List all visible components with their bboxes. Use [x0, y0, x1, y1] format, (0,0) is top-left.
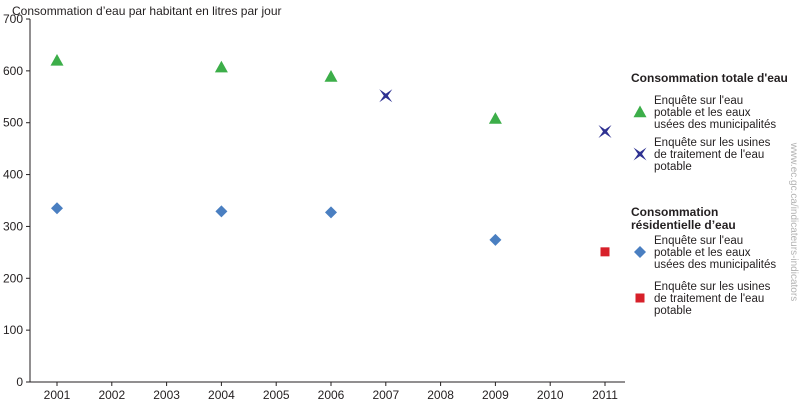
legend-entry-text: usées des municipalités [654, 119, 776, 131]
legend-entry-text: potable [654, 161, 692, 173]
total_plants-data-point [598, 125, 612, 139]
legend-entry-text: potable et les eaux [654, 107, 751, 119]
legend-entry-text: potable et les eaux [654, 247, 751, 259]
y-tick-label: 400 [3, 168, 23, 182]
x-tick-label: 2001 [44, 388, 71, 400]
res_municipal-data-point [51, 202, 63, 215]
legend-entry-text: Enquête sur les usines [654, 281, 771, 293]
x-tick-label: 2008 [427, 388, 454, 400]
legend-entry-text: de traitement de l'eau [654, 149, 764, 161]
res_municipal-data-point [215, 205, 228, 218]
x-tick-label: 2005 [263, 388, 290, 400]
total_municipal-data-point [214, 60, 228, 73]
x-tick-label: 2009 [482, 388, 509, 400]
legend: Consommation totale d'eau Enquête sur l'e… [631, 71, 788, 317]
y-tick-label: 200 [3, 271, 23, 285]
x-tick-label: 2002 [98, 388, 125, 400]
axes: 0 100 200 300 400 500 600 700 2001 2002 2003 2004 20… [3, 12, 625, 400]
legend-entry-text: Enquête sur l'eau [654, 95, 743, 107]
legend-marker-square [635, 293, 645, 303]
legend-heading: Consommation [631, 205, 718, 219]
data-points [50, 53, 612, 257]
source-watermark: www.ec.gc.ca/indicateurs-indicators [788, 142, 799, 301]
x-tick-label: 2003 [153, 388, 180, 400]
res_municipal-data-point [325, 206, 337, 219]
legend-entry-text: usées des municipalités [654, 259, 776, 271]
legend-entry-text: potable [654, 305, 692, 317]
y-tick-label: 600 [3, 64, 23, 78]
y-tick-label: 700 [3, 12, 23, 26]
x-tick-label: 2010 [537, 388, 564, 400]
x-tick-label: 2011 [592, 388, 618, 400]
legend-heading: Consommation totale d'eau [631, 71, 788, 85]
total_municipal-data-point [488, 112, 502, 124]
legend-entry-text: Enquête sur l'eau [654, 235, 743, 247]
legend-marker-triangle [633, 105, 647, 118]
chart-title: Consommation d’eau par habitant en litre… [12, 4, 281, 18]
res_plants-data-point [600, 247, 610, 257]
y-tick-label: 500 [3, 116, 23, 130]
legend-entry-text: Enquête sur les usines [654, 137, 771, 149]
total_plants-data-point [379, 89, 393, 103]
x-tick-label: 2006 [318, 388, 345, 400]
x-tick-label: 2004 [208, 388, 235, 400]
legend-marker-star4 [633, 147, 647, 161]
total_municipal-data-point [50, 53, 64, 66]
y-tick-label: 0 [16, 375, 23, 389]
legend-entry-text: de traitement de l'eau [654, 293, 764, 305]
res_municipal-data-point [489, 233, 502, 246]
y-tick-label: 300 [3, 219, 23, 233]
x-tick-label: 2007 [372, 388, 399, 400]
total_municipal-data-point [324, 70, 338, 82]
legend-heading: résidentielle d’eau [631, 218, 736, 232]
y-tick-label: 100 [3, 323, 23, 337]
legend-marker-diamond [634, 246, 646, 258]
